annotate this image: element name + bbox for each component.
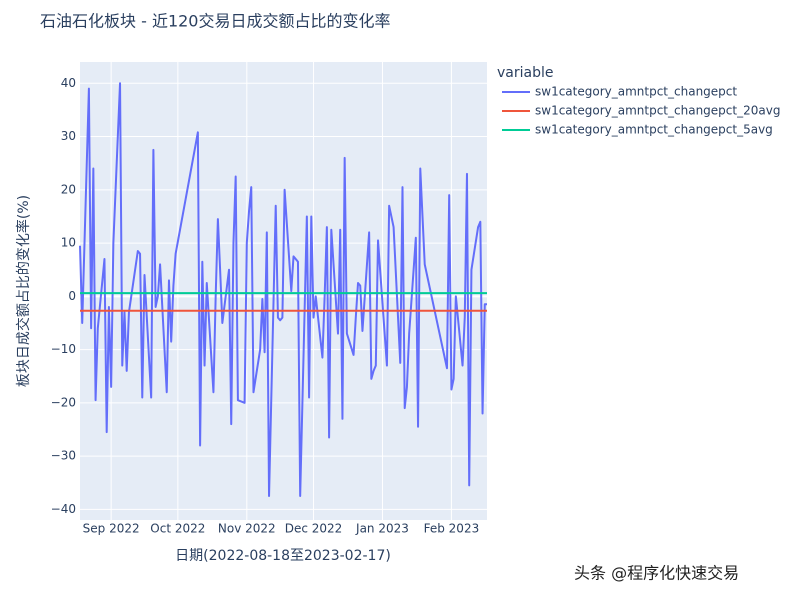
x-tick-label: Feb 2023 <box>424 522 480 536</box>
y-tick-label: 40 <box>61 76 76 90</box>
x-tick-label: Dec 2022 <box>285 522 343 536</box>
legend-title: variable <box>497 65 553 81</box>
y-axis-title: 板块日成交额占比的变化率(%) <box>15 195 32 387</box>
y-tick-label: −30 <box>51 449 76 463</box>
y-tick-label: −20 <box>51 395 76 409</box>
legend-label: sw1category_amntpct_changepct_5avg <box>535 123 773 137</box>
y-tick-label: 20 <box>61 182 76 196</box>
x-tick-label: Jan 2023 <box>355 522 409 536</box>
watermark: 头条 @程序化快速交易 <box>574 564 739 583</box>
x-tick-label: Oct 2022 <box>150 522 205 536</box>
x-tick-label: Sep 2022 <box>83 522 140 536</box>
y-tick-label: 10 <box>61 236 76 250</box>
y-tick-label: 30 <box>61 129 76 143</box>
x-axis-title: 日期(2022-08-18至2023-02-17) <box>175 548 391 564</box>
y-tick-label: 0 <box>68 289 76 303</box>
chart-title: 石油石化板块 - 近120交易日成交额占比的变化率 <box>40 12 391 31</box>
legend-label: sw1category_amntpct_changepct <box>535 85 737 99</box>
y-tick-label: −10 <box>51 342 76 356</box>
x-tick-label: Nov 2022 <box>218 522 276 536</box>
data-line <box>79 82 487 498</box>
legend-label: sw1category_amntpct_changepct_20avg <box>535 104 780 118</box>
y-tick-label: −40 <box>51 502 76 516</box>
